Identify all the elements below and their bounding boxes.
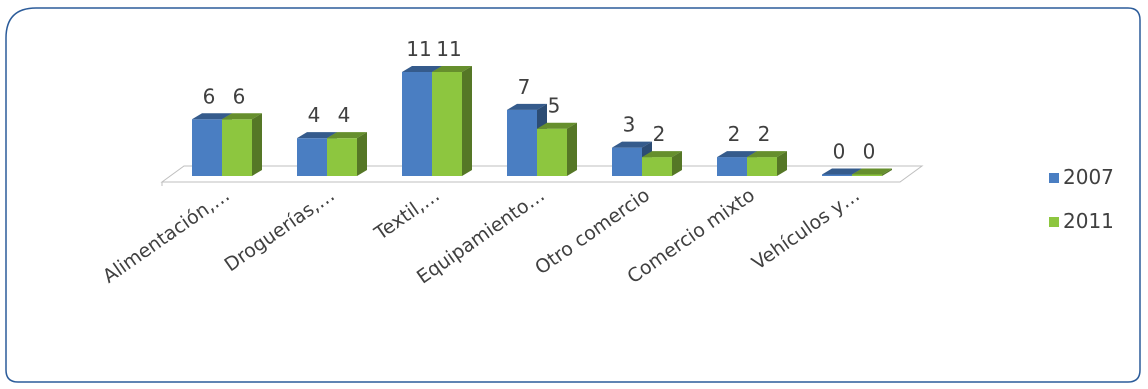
bar-top-2011-1 [327,132,367,139]
bar-side-2011-0 [252,113,262,176]
bar-side-2011-3 [567,122,577,176]
bar-2011-1 [327,138,357,176]
data-label-2011-3: 5 [548,94,561,118]
legend-label-2007: 2007 [1063,165,1114,189]
data-label-2011-4: 2 [653,122,666,146]
bar-2007-3 [507,109,537,176]
bar-2011-2 [432,72,462,176]
data-label-2011-1: 4 [338,103,351,127]
bar-top-2007-5 [717,151,757,158]
bar-top-2011-0 [222,113,262,120]
legend-swatch-2007 [1049,173,1059,183]
bar-2007-4 [612,147,642,176]
bar-2007-2 [402,72,432,176]
bar-2007-0 [192,119,222,176]
bar-2007-1 [297,138,327,176]
data-label-2007-5: 2 [728,122,741,146]
bar-2011-4 [642,157,672,176]
bar-top-2011-5 [747,151,787,158]
legend: 2007 2011 [1049,165,1114,233]
bar-side-2011-4 [672,151,682,176]
bar-top-2007-1 [297,132,337,139]
data-label-2007-6: 0 [833,140,846,164]
bar-side-2011-6 [882,168,892,176]
bar-top-2007-6 [822,168,862,175]
bar-2011-6 [852,174,882,176]
bar-top-2007-4 [612,141,652,148]
bar-top-2011-2 [432,66,472,72]
data-label-2007-0: 6 [203,84,216,108]
bar-top-2007-3 [507,103,547,110]
data-label-2007-4: 3 [623,113,636,137]
bar-2011-0 [222,119,252,176]
bar-2007-5 [717,157,747,176]
legend-label-2011: 2011 [1063,209,1114,233]
legend-swatch-2011 [1049,217,1059,227]
bar-top-2007-2 [402,66,442,72]
chart-border [5,7,1141,383]
data-label-2007-2: 11 [406,37,431,61]
bar-top-2011-4 [642,151,682,158]
bar-side-2011-5 [777,151,787,176]
bar-side-2011-1 [357,132,367,176]
data-label-2007-3: 7 [518,75,531,99]
bars-layer [192,66,892,176]
data-label-2011-2: 11 [436,37,461,61]
data-label-2011-5: 2 [758,122,771,146]
bar-top-2011-6 [852,168,892,175]
bar-2007-6 [822,174,852,176]
data-label-2011-6: 0 [863,140,876,164]
bar-top-2011-3 [537,122,577,129]
data-label-2011-0: 6 [233,84,246,108]
bar-2011-5 [747,157,777,176]
bar-side-2011-2 [462,66,472,176]
bar-top-2007-0 [192,113,232,120]
data-label-2007-1: 4 [308,103,321,127]
bar-2011-3 [537,128,567,176]
